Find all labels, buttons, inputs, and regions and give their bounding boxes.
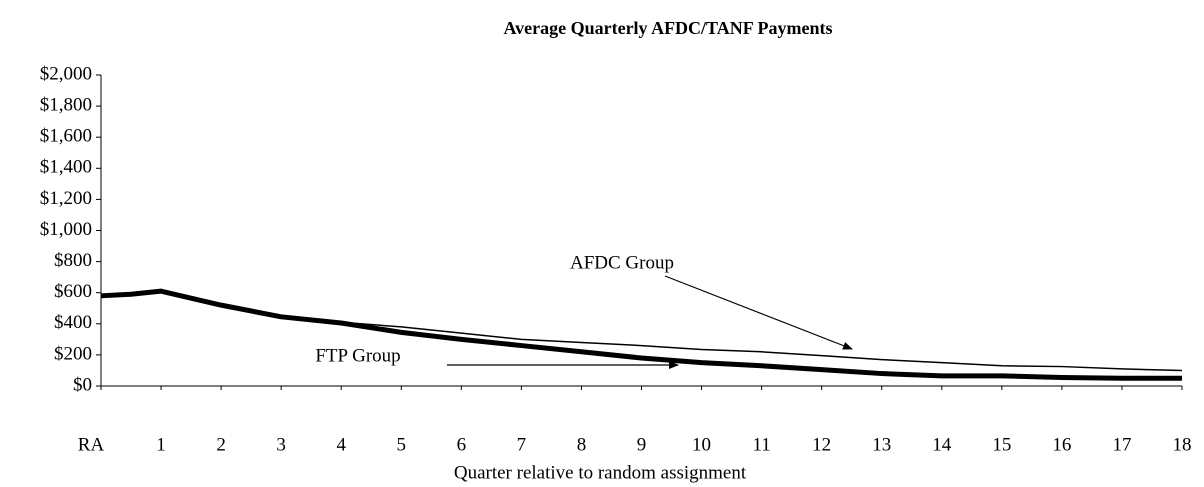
- x-axis-label: Quarter relative to random assignment: [454, 462, 747, 483]
- y-tick-label: $1,200: [40, 188, 92, 209]
- y-tick-label: $200: [54, 343, 92, 364]
- x-tick-label: 10: [692, 434, 711, 455]
- x-tick-label: 2: [216, 434, 226, 455]
- annotation-arrow: [664, 275, 853, 350]
- x-tick-label: 11: [752, 434, 770, 455]
- annotation: AFDC Group: [570, 252, 674, 273]
- x-tick-label: 15: [992, 434, 1011, 455]
- x-tick-label: 17: [1112, 434, 1131, 455]
- x-tick-label: 16: [1052, 434, 1071, 455]
- y-tick-label: $1,800: [40, 94, 92, 115]
- x-tick-label: 9: [637, 434, 647, 455]
- y-tick-label: $2,000: [40, 63, 92, 84]
- annotation: FTP Group: [315, 345, 400, 366]
- y-tick-label: $1,400: [40, 157, 92, 178]
- x-tick-label: 5: [397, 434, 407, 455]
- x-tick-label: 14: [932, 434, 952, 455]
- y-tick-label: $800: [54, 250, 92, 271]
- x-tick-label: 12: [812, 434, 831, 455]
- x-tick-label: 3: [276, 434, 286, 455]
- x-tick-label: 7: [517, 434, 527, 455]
- y-tick-label: $1,600: [40, 126, 92, 147]
- y-tick-label: $0: [73, 374, 92, 395]
- x-tick-label: 4: [336, 434, 346, 455]
- x-tick-label: 18: [1173, 434, 1192, 455]
- y-tick-label: $1,000: [40, 219, 92, 240]
- y-tick-label: $600: [54, 281, 92, 302]
- x-tick-label: 1: [156, 434, 166, 455]
- x-tick-label: 6: [457, 434, 467, 455]
- x-tick-label: RA: [78, 434, 105, 455]
- x-tick-label: 13: [872, 434, 891, 455]
- y-tick-label: $400: [54, 312, 92, 333]
- series-line: [100, 288, 1182, 381]
- x-tick-label: 8: [577, 434, 587, 455]
- chart-title: Average Quarterly AFDC/TANF Payments: [503, 18, 832, 38]
